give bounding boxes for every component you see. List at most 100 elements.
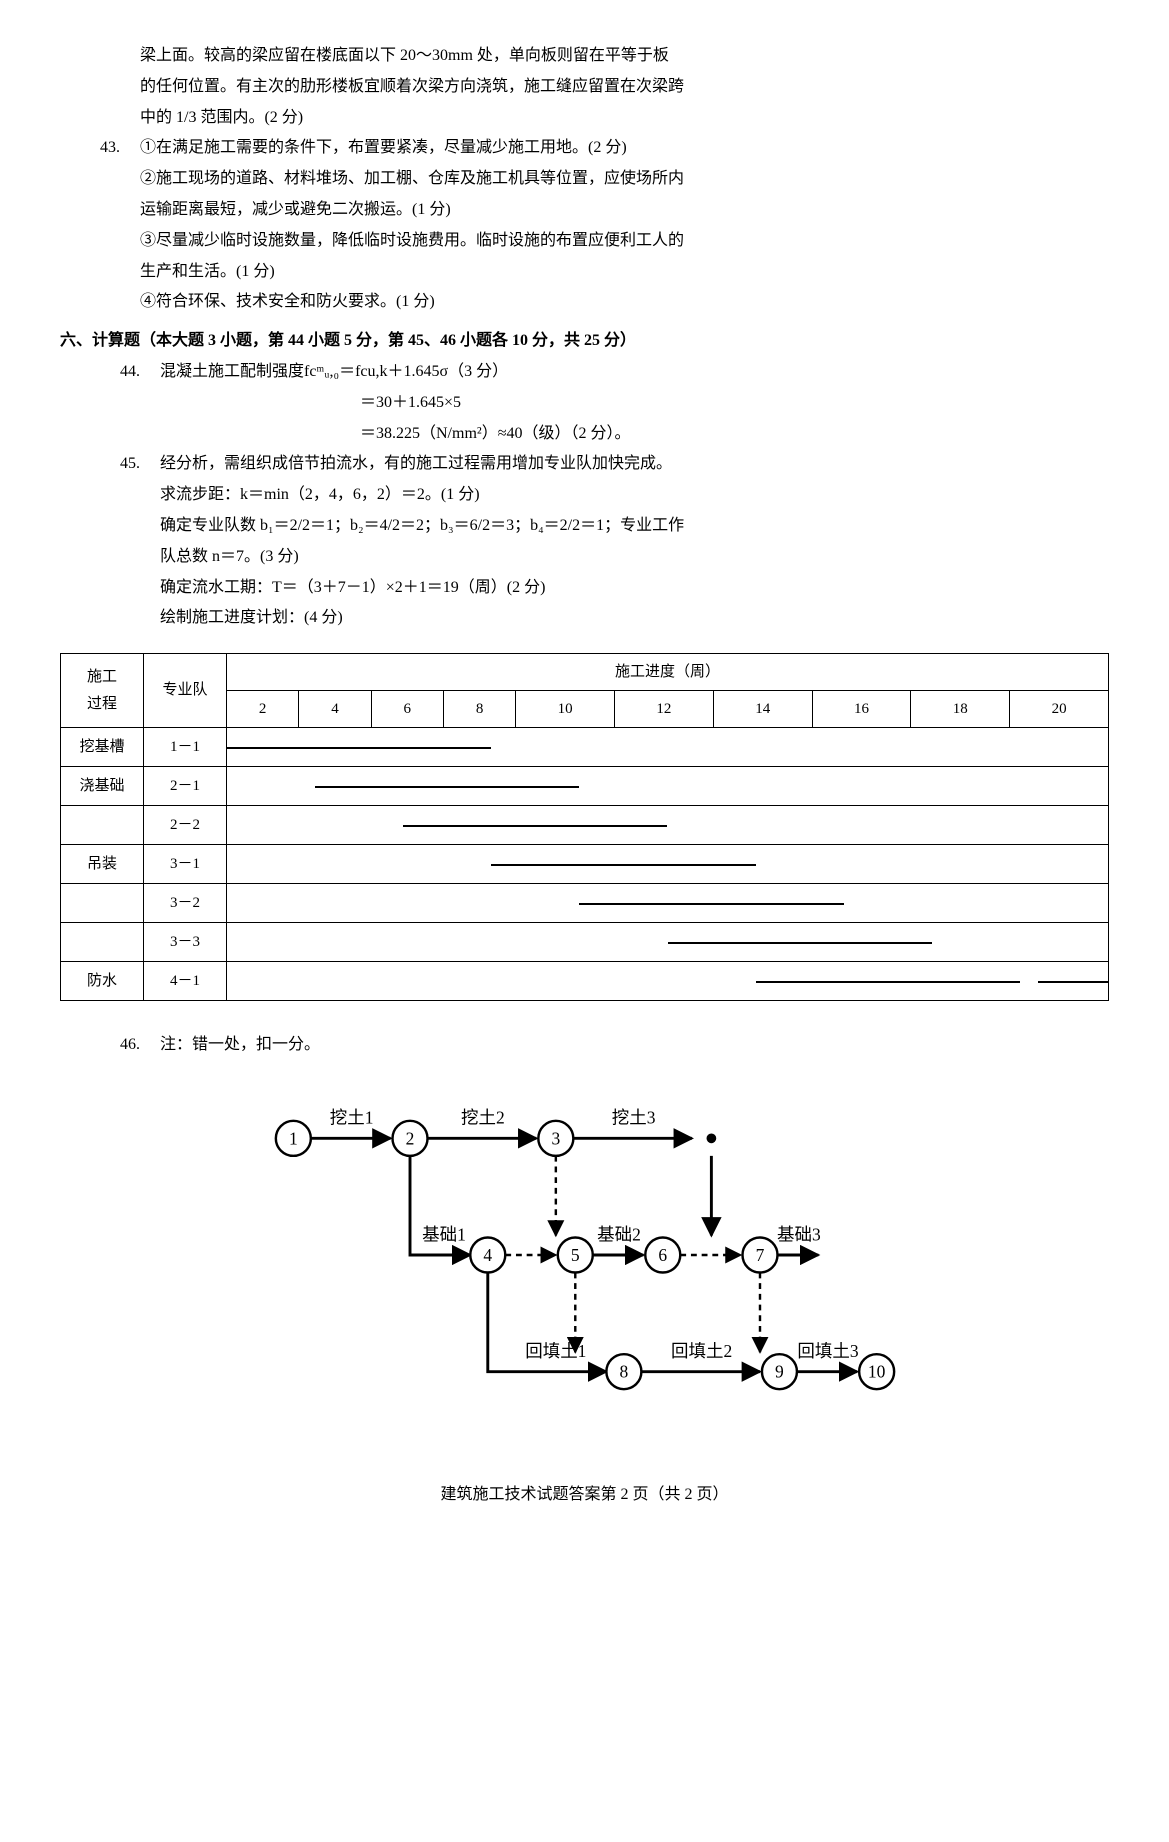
- team-cell: 2－2: [144, 806, 227, 845]
- text-line: ③尽量减少临时设施数量，降低临时设施费用。临时设施的布置应便利工人的: [60, 227, 1109, 256]
- team-cell: 3－1: [144, 845, 227, 884]
- network-dot: [706, 1133, 716, 1143]
- process-cell: [61, 884, 144, 923]
- calc-line: ＝38.225（N/mm²）≈40（级）（2 分）。: [60, 420, 1109, 449]
- gantt-row: 3－3: [61, 923, 1109, 962]
- process-cell: 挖基槽: [61, 728, 144, 767]
- text-line: 确定专业队数 b₁＝2/2＝1；b₂＝4/2＝2；b₃＝6/2＝3；b₄＝2/2…: [60, 512, 1109, 541]
- week-header: 14: [713, 691, 812, 728]
- week-header: 18: [911, 691, 1010, 728]
- process-cell: 吊装: [61, 845, 144, 884]
- network-svg: 1 2 3 4 5 6 7 8 9 10 挖土1 挖土2 挖土3 基础1 基础2 基础3 回填土1 回填土2 回填…: [235, 1080, 935, 1420]
- question-number: 46.: [120, 1031, 160, 1060]
- text-line: 梁上面。较高的梁应留在楼底面以下 20～30mm 处，单向板则留在平等于板: [60, 42, 1109, 71]
- edge-label: 挖土3: [611, 1108, 655, 1128]
- gantt-row: 2－2: [61, 806, 1109, 845]
- node-label: 7: [755, 1245, 764, 1265]
- process-cell: [61, 806, 144, 845]
- gantt-row: 浇基础2－1: [61, 767, 1109, 806]
- calc-line: ＝30＋1.645×5: [60, 389, 1109, 418]
- progress-cell: [227, 767, 1109, 806]
- week-header: 16: [812, 691, 911, 728]
- gantt-bar: [1038, 981, 1108, 983]
- gantt-row: 吊装3－1: [61, 845, 1109, 884]
- question-number: 43.: [100, 134, 140, 163]
- text-line: 绘制施工进度计划：(4 分): [60, 604, 1109, 633]
- gantt-table: 施工 过程 专业队 施工进度（周） 2468101214161820 挖基槽1－…: [60, 653, 1109, 1001]
- edge-label: 基础1: [422, 1224, 466, 1244]
- team-cell: 1－1: [144, 728, 227, 767]
- progress-cell: [227, 962, 1109, 1001]
- text-line: 中的 1/3 范围内。(2 分): [60, 104, 1109, 133]
- team-cell: 3－2: [144, 884, 227, 923]
- node-label: 2: [405, 1128, 414, 1148]
- text-line: ①在满足施工需要的条件下，布置要紧凑，尽量减少施工用地。(2 分): [140, 139, 627, 156]
- text-line: ②施工现场的道路、材料堆场、加工棚、仓库及施工机具等位置，应使场所内: [60, 165, 1109, 194]
- gantt-row: 防水4－1: [61, 962, 1109, 1001]
- question-44: 44.混凝土施工配制强度fcᵐᵤ,₀＝fcu,k＋1.645σ（3 分） ＝30…: [60, 358, 1109, 448]
- section-6-title: 六、计算题（本大题 3 小题，第 44 小题 5 分，第 45、46 小题各 1…: [60, 327, 1109, 356]
- team-cell: 3－3: [144, 923, 227, 962]
- process-cell: [61, 923, 144, 962]
- node-label: 6: [658, 1245, 667, 1265]
- week-header: 4: [299, 691, 371, 728]
- gantt-bar: [756, 981, 1020, 983]
- carryover-paragraph: 梁上面。较高的梁应留在楼底面以下 20～30mm 处，单向板则留在平等于板 的任…: [60, 42, 1109, 132]
- col-header-process: 施工 过程: [61, 654, 144, 728]
- node-label: 8: [619, 1362, 628, 1382]
- progress-cell: [227, 806, 1109, 845]
- col-header-progress: 施工进度（周）: [227, 654, 1109, 691]
- progress-cell: [227, 728, 1109, 767]
- gantt-bar: [315, 786, 579, 788]
- team-cell: 4－1: [144, 962, 227, 1001]
- edge-label: 回填土1: [525, 1341, 586, 1361]
- question-43: 43.①在满足施工需要的条件下，布置要紧凑，尽量减少施工用地。(2 分) ②施工…: [60, 134, 1109, 317]
- week-header: 2: [227, 691, 299, 728]
- question-number: 45.: [120, 450, 160, 479]
- node-label: 9: [775, 1362, 784, 1382]
- node-label: 5: [570, 1245, 579, 1265]
- node-label: 1: [288, 1128, 297, 1148]
- gantt-bar: [491, 864, 755, 866]
- edge-label: 基础3: [777, 1224, 821, 1244]
- progress-cell: [227, 923, 1109, 962]
- node-label: 10: [867, 1362, 885, 1382]
- week-header: 10: [516, 691, 615, 728]
- page-footer: 建筑施工技术试题答案第 2 页（共 2 页）: [60, 1481, 1109, 1510]
- text-line: 队总数 n＝7。(3 分): [60, 543, 1109, 572]
- text-line: 经分析，需组织成倍节拍流水，有的施工过程需用增加专业队加快完成。: [160, 455, 672, 472]
- progress-cell: [227, 845, 1109, 884]
- text-line: 确定流水工期：T＝（3＋7－1）×2＋1＝19（周）(2 分): [60, 574, 1109, 603]
- week-header: 6: [371, 691, 443, 728]
- network-diagram: 1 2 3 4 5 6 7 8 9 10 挖土1 挖土2 挖土3 基础1 基础2 基础3 回填土1 回填土2 回填…: [235, 1080, 935, 1431]
- question-45: 45.经分析，需组织成倍节拍流水，有的施工过程需用增加专业队加快完成。 求流步距…: [60, 450, 1109, 633]
- process-cell: 浇基础: [61, 767, 144, 806]
- edge-label: 回填土2: [671, 1341, 732, 1361]
- edge-label: 挖土1: [329, 1108, 373, 1128]
- text-line: 求流步距：k＝min（2，4，6，2）＝2。(1 分): [60, 481, 1109, 510]
- gantt-bar: [579, 903, 843, 905]
- process-cell: 防水: [61, 962, 144, 1001]
- text-line: 注：错一处，扣一分。: [160, 1036, 320, 1053]
- gantt-bar: [403, 825, 667, 827]
- text-line: 生产和生活。(1 分): [60, 258, 1109, 287]
- gantt-bar: [227, 747, 491, 749]
- gantt-bar: [668, 942, 932, 944]
- gantt-row: 挖基槽1－1: [61, 728, 1109, 767]
- progress-cell: [227, 884, 1109, 923]
- week-header: 20: [1010, 691, 1109, 728]
- node-label: 3: [551, 1128, 560, 1148]
- node-label: 4: [483, 1245, 492, 1265]
- text-line: 混凝土施工配制强度fcᵐᵤ,₀＝fcu,k＋1.645σ（3 分）: [160, 363, 508, 380]
- question-46: 46.注：错一处，扣一分。: [60, 1031, 1109, 1060]
- question-number: 44.: [120, 358, 160, 387]
- text-line: ④符合环保、技术安全和防火要求。(1 分): [60, 288, 1109, 317]
- week-header: 8: [443, 691, 515, 728]
- edge-label: 挖土2: [461, 1108, 505, 1128]
- text-line: 运输距离最短，减少或避免二次搬运。(1 分): [60, 196, 1109, 225]
- gantt-row: 3－2: [61, 884, 1109, 923]
- col-header-team: 专业队: [144, 654, 227, 728]
- edge-label: 基础2: [597, 1224, 641, 1244]
- text-line: 的任何位置。有主次的肋形楼板宜顺着次梁方向浇筑，施工缝应留置在次梁跨: [60, 73, 1109, 102]
- edge-label: 回填土3: [797, 1341, 858, 1361]
